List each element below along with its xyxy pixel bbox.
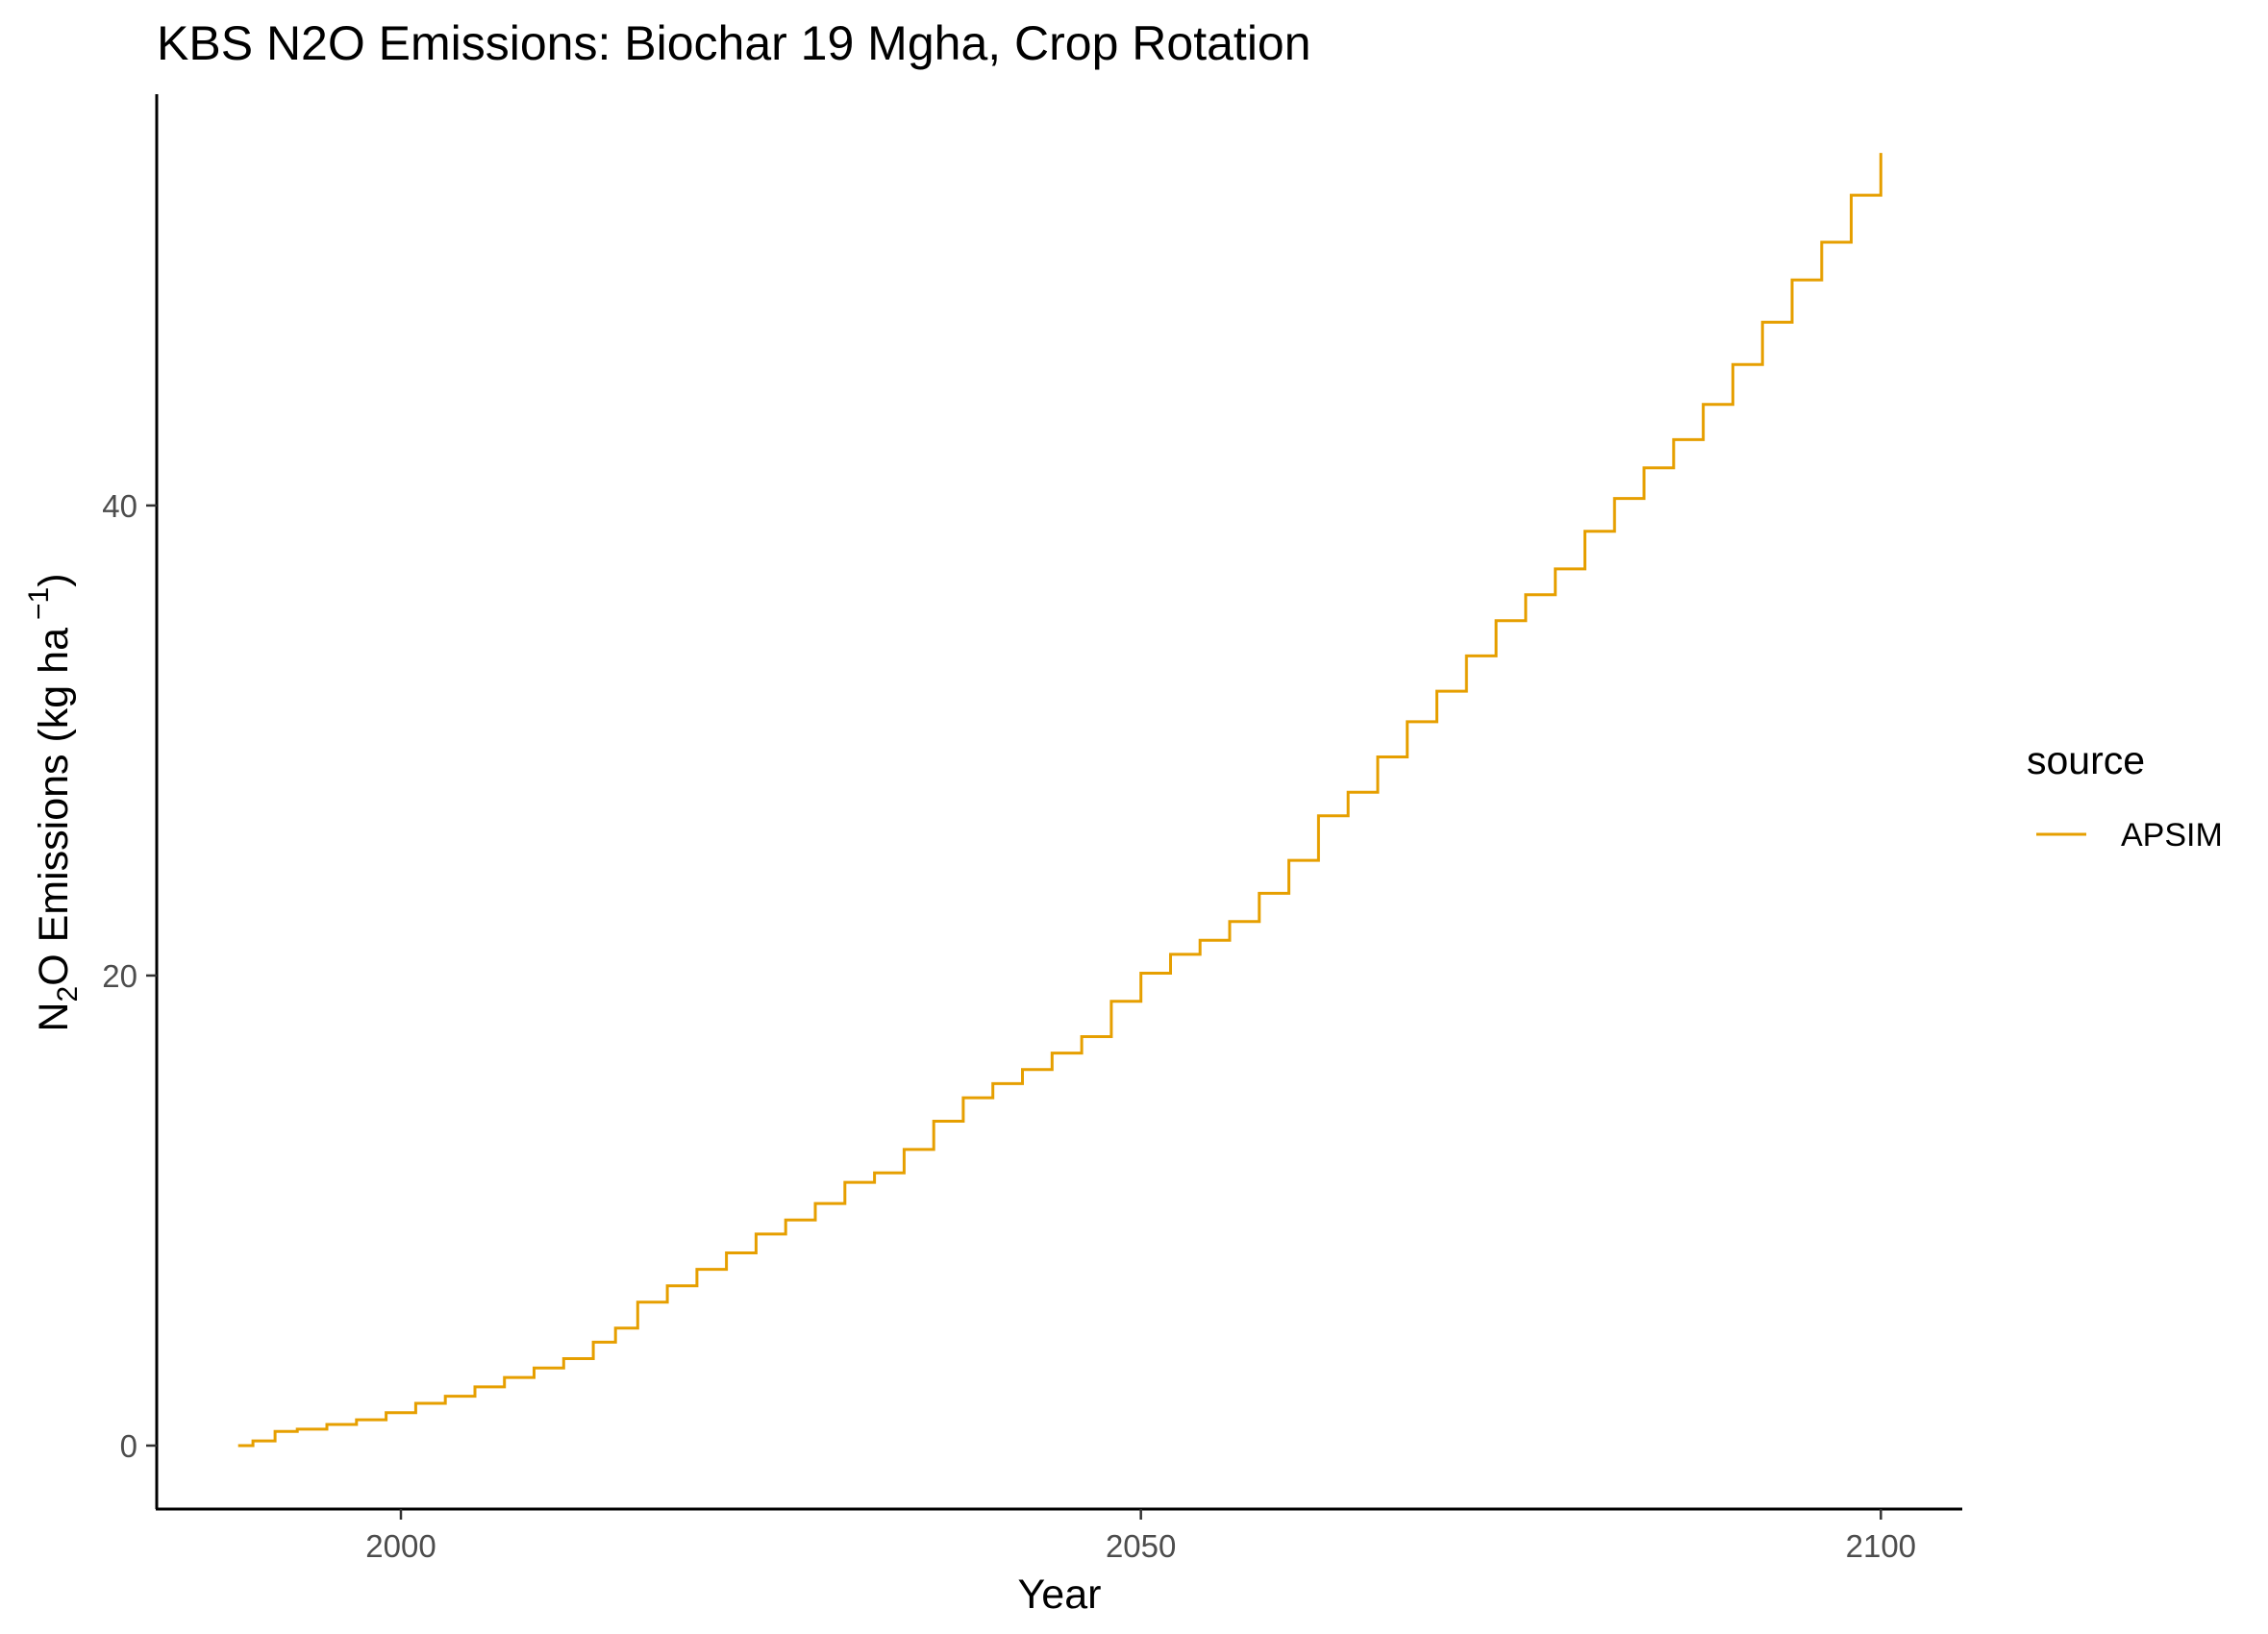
y-tick-label: 20 <box>102 958 137 994</box>
x-tick-label: 2050 <box>1106 1528 1176 1564</box>
y-axis-title-suffix: ) <box>31 573 77 586</box>
legend-label-apsim: APSIM <box>2121 817 2223 854</box>
y-axis-title-prefix: N <box>31 1002 77 1031</box>
x-tick-label: 2100 <box>1846 1528 1916 1564</box>
y-tick-label: 40 <box>102 488 137 524</box>
y-ticks: 0 20 40 <box>102 488 157 1464</box>
y-axis-title-superscript: −1 <box>23 587 55 620</box>
legend-title: source <box>2027 738 2145 782</box>
plot-area: 2000 2050 2100 0 20 40 <box>102 94 1962 1564</box>
x-axis-title: Year <box>1018 1572 1102 1618</box>
series-line-apsim <box>237 153 1882 1448</box>
legend: source APSIM <box>2027 738 2223 854</box>
y-axis-title-main: O Emissions (kg ha <box>31 628 77 986</box>
y-axis-title-subscript: 2 <box>52 986 84 1003</box>
x-tick-label: 2000 <box>365 1528 436 1564</box>
y-axis-title: N2O Emissions (kg ha −1) <box>23 573 84 1031</box>
chart-title: KBS N2O Emissions: Biochar 19 Mgha, Crop… <box>157 16 1311 70</box>
series-layer <box>237 153 1882 1448</box>
x-ticks: 2000 2050 2100 <box>365 1509 1916 1564</box>
y-tick-label: 0 <box>120 1428 137 1464</box>
